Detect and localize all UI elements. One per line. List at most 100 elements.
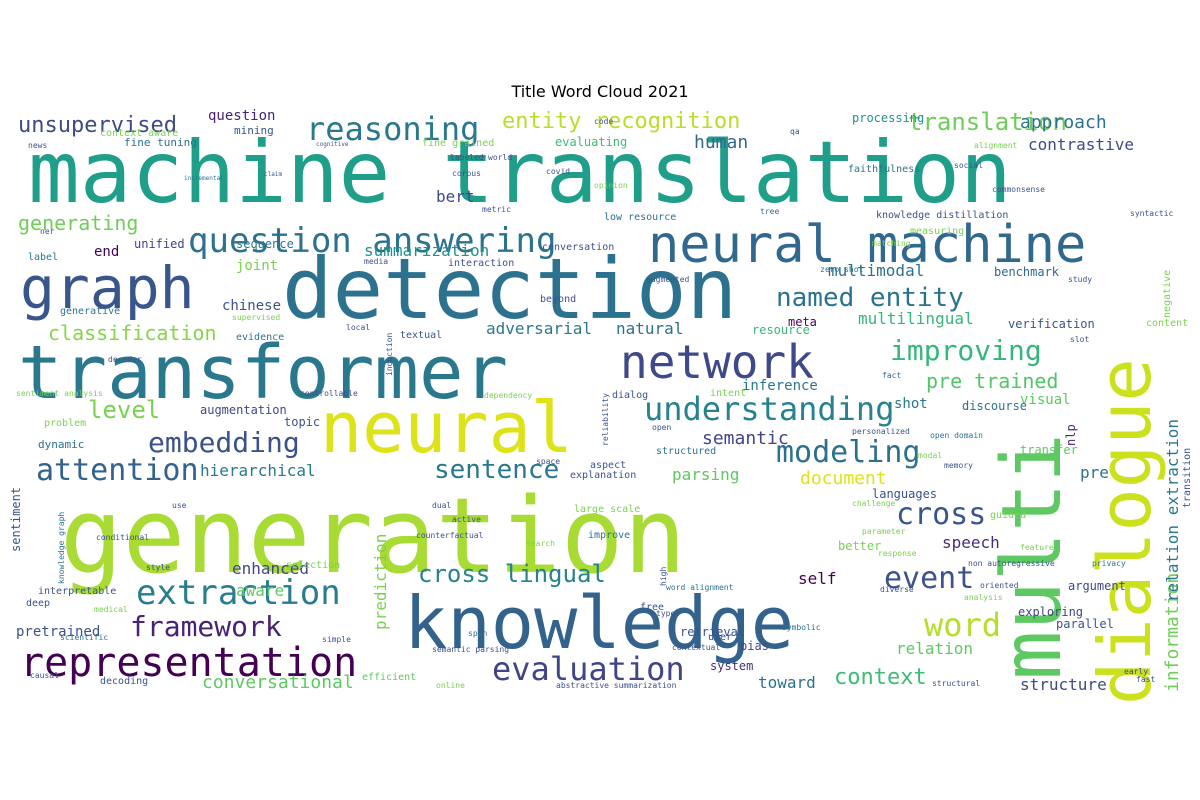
word-pretrained: pretrained xyxy=(16,624,100,640)
word-low-resource: low resource xyxy=(604,212,676,223)
word-cognitive: cognitive xyxy=(316,141,349,148)
word-augmented: augmented xyxy=(646,275,690,284)
word-fine-grained: fine grained xyxy=(422,138,494,149)
word-structured: structured xyxy=(656,446,716,457)
word-question-answering: question answering xyxy=(188,221,556,261)
word-end: end xyxy=(94,244,119,260)
word-evidence: evidence xyxy=(236,332,284,343)
word-aware: aware xyxy=(236,581,284,600)
word-question: question xyxy=(208,108,275,124)
word-improving: improving xyxy=(890,334,1042,367)
word-fact: fact xyxy=(882,371,901,380)
word-representation: representation xyxy=(20,640,357,686)
word-augmentation: augmentation xyxy=(200,403,287,417)
word-cross-lingual: cross lingual xyxy=(418,560,606,588)
word-generative: generative xyxy=(60,306,120,317)
word-open-domain: open domain xyxy=(930,431,983,440)
word-bert: bert xyxy=(436,187,475,206)
word-study: study xyxy=(1068,275,1092,284)
word-syntactic: syntactic xyxy=(1130,209,1174,218)
word-entity-recognition: entity recognition xyxy=(502,109,740,134)
word-dynamic: dynamic xyxy=(38,438,84,451)
word-pre-trained: pre trained xyxy=(926,369,1058,393)
word-extraction: extraction xyxy=(136,573,341,613)
word-efficient: efficient xyxy=(362,672,416,683)
word-type: type xyxy=(656,609,675,618)
word-dual: dual xyxy=(432,501,451,510)
word-graph: graph xyxy=(20,254,195,322)
word-retrieval: retrieval xyxy=(680,625,745,639)
word-metric: metric xyxy=(482,205,511,214)
word-intent: intent xyxy=(710,388,746,399)
word-commonsense: commonsense xyxy=(992,185,1045,194)
word-content: content xyxy=(1146,318,1188,329)
word-processing: processing xyxy=(852,111,924,125)
word-verification: verification xyxy=(1008,317,1095,331)
word-word: word xyxy=(924,606,1001,644)
word-multilingual: multilingual xyxy=(858,309,974,328)
word-user: user xyxy=(708,632,732,643)
word-evaluating: evaluating xyxy=(555,135,627,149)
word-style: style xyxy=(146,563,170,572)
word-word-alignment: word alignment xyxy=(666,583,734,592)
word-transition: transition xyxy=(1182,448,1193,508)
word-embedding: embedding xyxy=(148,426,300,459)
word-reliability: reliability xyxy=(601,393,610,446)
word-medical: medical xyxy=(94,605,128,614)
word-natural: natural xyxy=(616,319,683,338)
word-corpus: corpus xyxy=(452,169,481,178)
word-search: search xyxy=(526,539,555,548)
word-reasoning: reasoning xyxy=(306,110,479,148)
word-symbolic: symbolic xyxy=(782,623,821,632)
word-label: label xyxy=(28,252,58,263)
word-context-aware: context aware xyxy=(100,128,178,139)
word-event: event xyxy=(884,561,974,596)
word-challenge: challenge xyxy=(852,499,896,508)
word-explanation: explanation xyxy=(570,470,636,481)
word-causal: causal xyxy=(30,671,59,680)
word-translation: translation xyxy=(908,108,1067,136)
word-large-scale: large scale xyxy=(574,504,640,515)
word-faithfulness: faithfulness xyxy=(848,164,920,175)
word-interaction: interaction xyxy=(448,258,514,269)
word-open: open xyxy=(652,423,671,432)
word-bias: bias xyxy=(740,639,769,653)
word-induction: induction xyxy=(385,332,394,376)
word-simple: simple xyxy=(322,635,351,644)
word-fast: fast xyxy=(1136,675,1155,684)
word-dialog: dialog xyxy=(612,390,648,401)
word-counterfactual: counterfactual xyxy=(416,531,484,540)
word-oriented: oriented xyxy=(980,581,1019,590)
word-local: local xyxy=(346,323,370,332)
word-joint: joint xyxy=(236,258,278,274)
word-generation: generation xyxy=(60,475,686,597)
word-deep: deep xyxy=(26,598,50,609)
word-approach: approach xyxy=(1020,112,1107,133)
word-chinese: chinese xyxy=(222,298,281,314)
word-resource: resource xyxy=(752,323,810,337)
word-prediction: prediction xyxy=(371,534,390,630)
word-online: online xyxy=(436,681,465,690)
word-network: network xyxy=(620,335,814,389)
word-abstractive-summarization: abstractive summarization xyxy=(556,681,677,690)
word-privacy: privacy xyxy=(1092,559,1126,568)
word-parsing: parsing xyxy=(672,465,739,484)
word-sequence: sequence xyxy=(236,237,294,251)
word-improve: improve xyxy=(588,530,630,541)
word-conversation: conversation xyxy=(542,242,614,253)
word-shot: shot xyxy=(894,396,928,412)
word-neural-machine: neural machine xyxy=(648,215,1086,275)
word-structural: structural xyxy=(932,679,980,688)
word-conditional: conditional xyxy=(96,533,149,542)
word-semantic: semantic xyxy=(702,428,789,449)
word-feature: feature xyxy=(1020,543,1054,552)
word-sentence: sentence xyxy=(434,455,559,485)
word-information: information xyxy=(1162,573,1183,692)
word-dependency: dependency xyxy=(484,391,532,400)
word-personalized: personalized xyxy=(852,427,910,436)
word-alignment: alignment xyxy=(974,141,1018,150)
word-detection: detection xyxy=(282,240,737,338)
word-argument: argument xyxy=(1068,579,1126,593)
word-cross: cross xyxy=(896,497,986,532)
